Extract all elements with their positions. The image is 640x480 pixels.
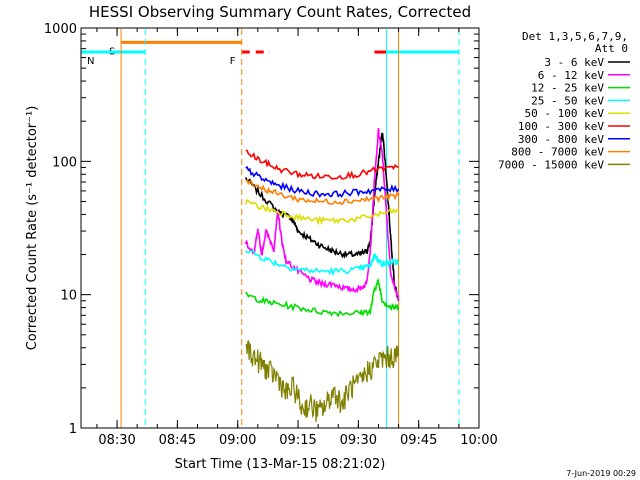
- legend-label: 25 - 50 keV: [531, 94, 604, 107]
- legend-label: 100 - 300 keV: [518, 120, 604, 133]
- series-line: [245, 165, 400, 198]
- y-tick-label: 1: [69, 422, 77, 437]
- y-tick-label: 1000: [44, 22, 77, 37]
- legend-label: 7000 - 15000 keV: [498, 158, 604, 171]
- x-tick-label: 10:00: [460, 433, 497, 448]
- chart-title: HESSI Observing Summary Count Rates, Cor…: [89, 3, 471, 21]
- x-tick-label: 08:30: [98, 433, 135, 448]
- series-line: [244, 132, 400, 302]
- legend-label: 6 - 12 keV: [538, 69, 605, 82]
- legend-header: Det 1,3,5,6,7,9,: [522, 30, 628, 43]
- legend-header: Att 0: [595, 42, 628, 55]
- flag-label: N: [87, 56, 94, 67]
- series-line: [244, 128, 400, 301]
- x-tick-label: 09:45: [400, 433, 437, 448]
- y-axis-label: Corrected Count Rate (s⁻¹ detector⁻¹): [25, 106, 40, 351]
- series-line: [245, 179, 400, 206]
- x-tick-label: 09:15: [279, 433, 316, 448]
- legend-label: 800 - 7000 keV: [511, 146, 604, 159]
- legend-label: 12 - 25 keV: [531, 82, 604, 95]
- legend-label: 300 - 800 keV: [518, 133, 604, 146]
- series-line: [244, 198, 399, 226]
- series-line: [245, 149, 399, 180]
- y-tick-label: 10: [60, 289, 77, 304]
- series-line: [245, 277, 400, 318]
- series-line: [245, 249, 400, 277]
- x-axis-label: Start Time (13-Mar-15 08:21:02): [175, 457, 386, 472]
- series-line: [245, 340, 400, 423]
- footer-date: 7-Jun-2019 00:29: [566, 469, 636, 478]
- x-tick-label: 09:00: [219, 433, 256, 448]
- y-tick-label: 100: [52, 155, 77, 170]
- legend-label: 3 - 6 keV: [544, 56, 604, 69]
- x-tick-label: 08:45: [159, 433, 196, 448]
- legend-label: 50 - 100 keV: [525, 107, 605, 120]
- plot-frame: [80, 27, 480, 429]
- flag-label: F: [230, 56, 236, 67]
- x-tick-label: 09:30: [340, 433, 377, 448]
